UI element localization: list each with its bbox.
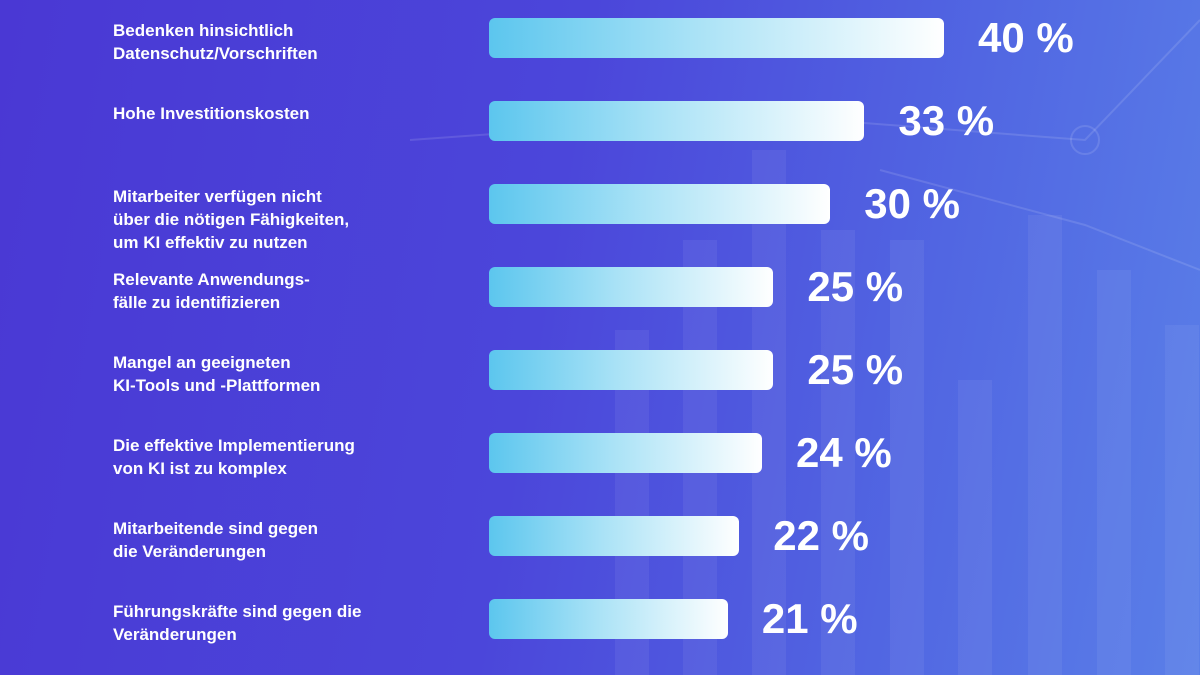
category-label: Bedenken hinsichtlich Datenschutz/Vorsch… (113, 21, 318, 63)
bar (489, 18, 944, 58)
bar (489, 101, 865, 141)
category-label: Hohe Investitionskosten (113, 104, 310, 123)
category-label: Führungskräfte sind gegen die Veränderun… (113, 602, 362, 644)
value-label: 33 % (898, 97, 995, 144)
value-label: 40 % (978, 14, 1074, 61)
bar (489, 433, 762, 473)
bar (489, 184, 831, 224)
bar (489, 516, 740, 556)
bar (489, 599, 728, 639)
value-label: 25 % (807, 263, 904, 310)
value-label: 30 % (864, 180, 960, 227)
category-label: Relevante Anwendungs- fälle zu identifiz… (113, 270, 310, 312)
category-label: Mangel an geeigneten KI-Tools und -Platt… (113, 353, 321, 395)
value-label: 25 % (807, 346, 904, 393)
bar (489, 350, 774, 390)
category-label: Mitarbeitende sind gegen die Veränderung… (113, 519, 318, 561)
bar (489, 267, 774, 307)
category-label: Mitarbeiter verfügen nicht über die nöti… (113, 187, 350, 252)
value-label: 21 % (761, 595, 858, 642)
value-label: 22 % (773, 512, 869, 559)
category-label: Die effektive Implementierung von KI ist… (113, 436, 355, 478)
value-label: 24 % (796, 429, 892, 476)
